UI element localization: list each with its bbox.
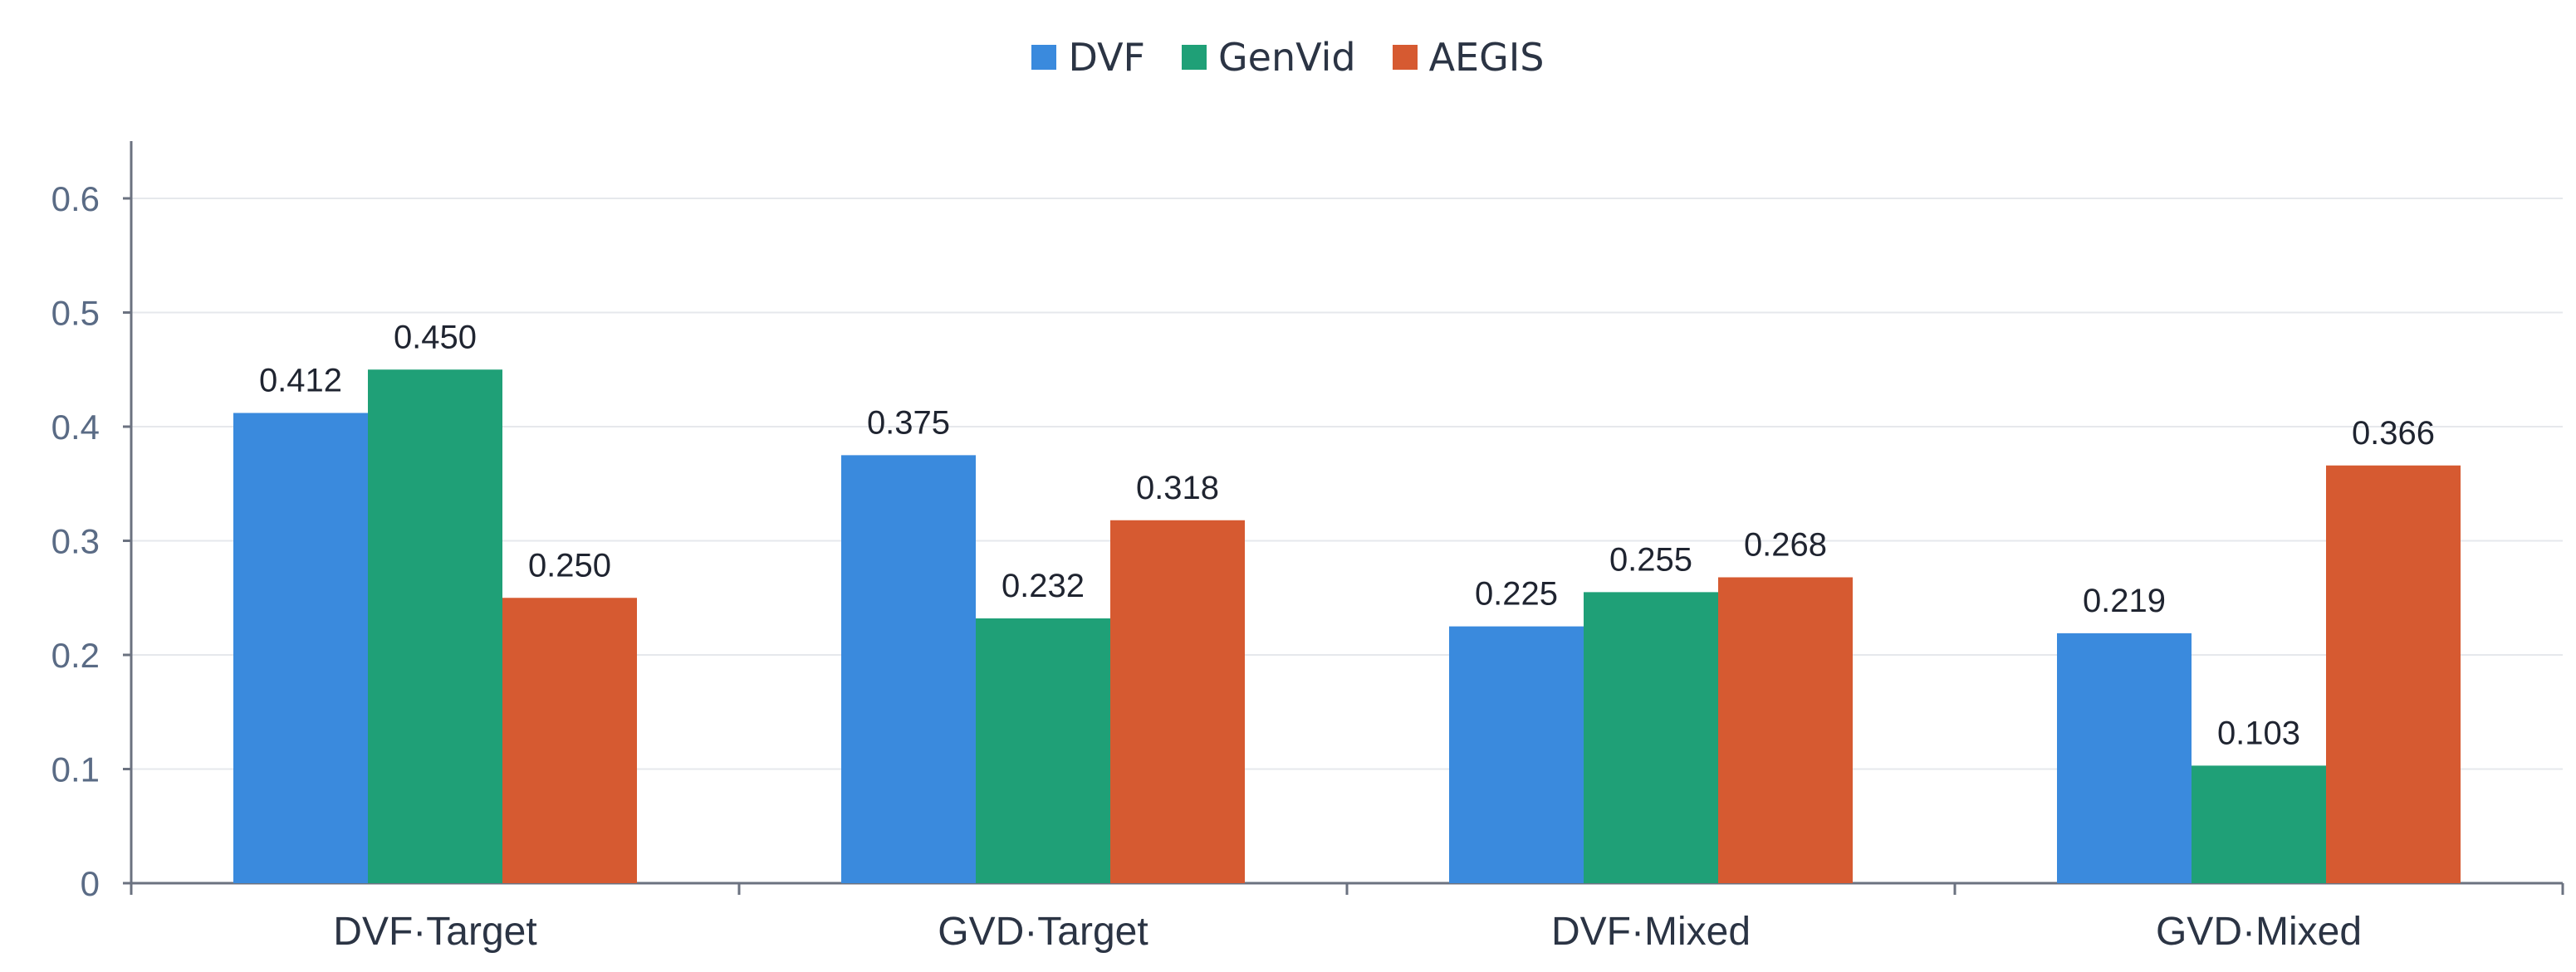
bar-value-label: 0.255 bbox=[1609, 541, 1692, 578]
bar-dvf bbox=[233, 413, 368, 883]
y-tick-label: 0.3 bbox=[51, 522, 100, 561]
bar-aegis bbox=[1110, 520, 1245, 883]
bar-dvf bbox=[1449, 626, 1584, 883]
bar-value-label: 0.318 bbox=[1136, 470, 1219, 506]
x-tick-label: DVF·Mixed bbox=[1551, 910, 1751, 954]
legend-swatch-dvf bbox=[1031, 45, 1057, 70]
bar-value-label: 0.219 bbox=[2083, 583, 2166, 619]
bar-aegis bbox=[1718, 577, 1853, 883]
bar-value-label: 0.232 bbox=[1002, 568, 1085, 604]
bar-value-label: 0.250 bbox=[528, 547, 611, 584]
bar-value-label: 0.103 bbox=[2217, 715, 2300, 751]
bar-dvf bbox=[2057, 633, 2192, 883]
bar-dvf bbox=[841, 455, 976, 883]
legend-swatch-genvid bbox=[1182, 45, 1207, 70]
legend-swatch-aegis bbox=[1392, 45, 1418, 70]
y-tick-label: 0.4 bbox=[51, 408, 100, 447]
bar-value-label: 0.225 bbox=[1475, 576, 1558, 613]
bar-value-label: 0.268 bbox=[1744, 527, 1827, 564]
legend-item-genvid: GenVid bbox=[1182, 35, 1356, 80]
y-tick-label: 0.2 bbox=[51, 636, 100, 675]
legend-item-aegis: AEGIS bbox=[1392, 35, 1545, 80]
legend-item-dvf: DVF bbox=[1031, 35, 1145, 80]
y-tick-label: 0.6 bbox=[51, 179, 100, 218]
y-tick-label: 0.1 bbox=[51, 750, 100, 789]
bar-value-label: 0.450 bbox=[394, 319, 477, 355]
legend-label-genvid: GenVid bbox=[1218, 35, 1356, 80]
legend-label-aegis: AEGIS bbox=[1428, 35, 1545, 80]
bar-genvid bbox=[2192, 765, 2326, 883]
x-tick-label: GVD·Mixed bbox=[2156, 910, 2362, 954]
bar-aegis bbox=[2326, 465, 2461, 883]
bar-value-label: 0.375 bbox=[867, 404, 950, 441]
x-tick-label: DVF·Target bbox=[333, 910, 536, 954]
x-tick-label: GVD·Target bbox=[938, 910, 1148, 954]
bar-genvid bbox=[976, 618, 1110, 883]
bar-genvid bbox=[1584, 592, 1718, 883]
y-tick-label: 0.5 bbox=[51, 294, 100, 333]
bar-genvid bbox=[368, 369, 502, 883]
legend: DVF GenVid AEGIS bbox=[0, 35, 2576, 80]
bar-aegis bbox=[502, 598, 637, 883]
y-tick-label: 0 bbox=[81, 864, 100, 903]
bar-value-label: 0.366 bbox=[2352, 415, 2435, 452]
legend-label-dvf: DVF bbox=[1068, 35, 1146, 80]
bar-value-label: 0.412 bbox=[259, 363, 342, 399]
